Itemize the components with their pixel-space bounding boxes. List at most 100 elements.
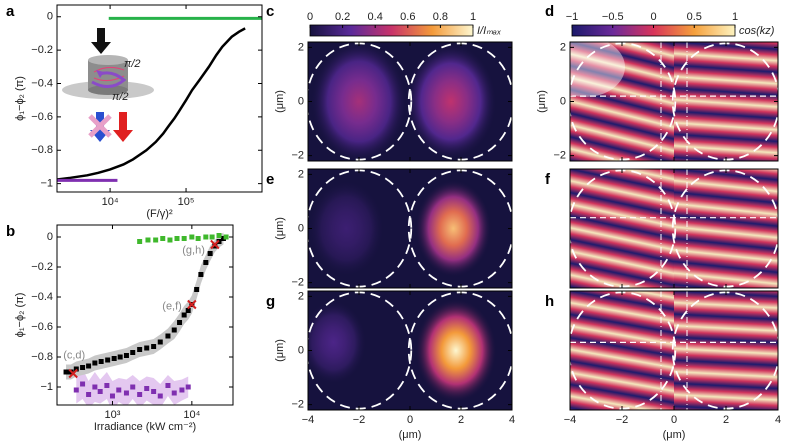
point xyxy=(179,387,185,393)
highlight-label: (g,h) xyxy=(182,244,205,256)
y-tick-label: −2 xyxy=(291,398,304,410)
point xyxy=(92,384,98,390)
rotation-arrow xyxy=(91,71,127,88)
y-axis-label: (μm) xyxy=(536,90,548,113)
point xyxy=(130,384,136,390)
fringe-pattern xyxy=(570,169,674,288)
y-tick-label: −2 xyxy=(291,276,304,288)
y-tick-label: −0.4 xyxy=(31,291,53,303)
point xyxy=(97,389,103,394)
y-tick-label: −2 xyxy=(553,149,566,161)
point xyxy=(130,350,136,355)
x-tick-label: 0 xyxy=(407,414,413,426)
arrow-in xyxy=(91,28,111,54)
y-tick-label: 0 xyxy=(560,95,566,107)
point xyxy=(144,386,150,391)
y-tick-label: −0.8 xyxy=(31,351,53,363)
point xyxy=(111,356,117,361)
x-tick-label: −4 xyxy=(564,414,577,426)
y-tick-label: −0.4 xyxy=(31,77,53,89)
y-tick-label: 0 xyxy=(298,95,304,107)
x-axis-label: Irradiance (kW cm⁻²) xyxy=(94,421,196,433)
point xyxy=(145,237,151,243)
highlight-marker xyxy=(187,299,197,310)
panel-letter: c xyxy=(266,3,274,20)
point xyxy=(98,359,104,364)
y-tick-label: −1 xyxy=(40,381,53,393)
line xyxy=(57,27,246,181)
colorbar-tick-label: 1 xyxy=(732,11,738,23)
y-tick-label: −1 xyxy=(40,178,53,190)
point xyxy=(185,308,191,313)
plot-area xyxy=(570,291,778,410)
y-tick-label: 0 xyxy=(47,11,53,23)
y-tick-label: −2 xyxy=(291,149,304,161)
y-tick-label: 2 xyxy=(298,41,304,53)
panel-letter: e xyxy=(266,171,274,188)
point xyxy=(80,381,86,387)
plot-area xyxy=(57,16,262,182)
panel-letter: f xyxy=(545,171,551,188)
point xyxy=(153,237,159,243)
point xyxy=(86,363,92,369)
point xyxy=(160,236,166,241)
y-tick-label: −0.2 xyxy=(31,261,53,273)
x-tick-label: −2 xyxy=(353,414,366,426)
x-tick-label: −4 xyxy=(302,414,315,426)
intensity-blob xyxy=(308,179,385,278)
panel-letter: h xyxy=(545,293,554,310)
point xyxy=(73,387,79,393)
point xyxy=(165,333,171,339)
x-tick-label: 10⁴ xyxy=(102,196,119,208)
point xyxy=(137,392,143,397)
point xyxy=(198,272,204,277)
point xyxy=(181,236,187,241)
colorbar-tick-label: −0.5 xyxy=(602,11,624,23)
highlight-marker xyxy=(68,368,78,379)
y-tick-label: −0.2 xyxy=(31,44,53,56)
rotation-arrow-head xyxy=(96,70,104,78)
point xyxy=(165,383,171,388)
y-axis-label: (μm) xyxy=(274,217,286,240)
colorbar-tick-label: 0.2 xyxy=(335,11,350,23)
y-axis-label: (μm) xyxy=(274,90,286,113)
colorbar-tick-label: −1 xyxy=(566,11,579,23)
point xyxy=(92,360,98,366)
point xyxy=(86,392,92,397)
point xyxy=(157,339,163,345)
point xyxy=(203,234,209,240)
highlight-label: (c,d) xyxy=(63,349,85,361)
highlight-marker xyxy=(210,239,220,250)
plot-area xyxy=(570,42,778,161)
point xyxy=(80,365,86,370)
arrow-out xyxy=(113,112,133,142)
intensity-blob xyxy=(308,300,367,385)
point xyxy=(207,251,213,256)
x-tick-label: 0 xyxy=(671,414,677,426)
point xyxy=(137,239,143,244)
point xyxy=(157,393,163,399)
plot-area xyxy=(308,42,512,161)
point xyxy=(171,327,177,333)
intensity-blob xyxy=(310,42,408,161)
panel-letter: g xyxy=(266,293,275,310)
point xyxy=(63,369,69,375)
colorbar-label: I/Iₘₐₓ xyxy=(477,25,501,37)
point xyxy=(151,344,157,349)
plot-frame xyxy=(56,4,263,193)
fringe-pattern xyxy=(674,42,778,161)
noise-region xyxy=(570,42,625,97)
colorbar-tick-label: 1 xyxy=(470,11,476,23)
colorbar-tick-label: 0 xyxy=(650,11,656,23)
y-tick-label: −0.8 xyxy=(31,144,53,156)
point xyxy=(105,357,111,363)
x-tick-label: 10⁴ xyxy=(183,409,200,421)
point xyxy=(212,243,218,249)
inset-label: π/2 xyxy=(124,58,141,70)
point xyxy=(117,354,123,360)
y-tick-label: −0.6 xyxy=(31,111,53,123)
colorbar xyxy=(309,24,474,37)
point xyxy=(223,234,229,240)
inset-label: π/2 xyxy=(112,91,129,103)
